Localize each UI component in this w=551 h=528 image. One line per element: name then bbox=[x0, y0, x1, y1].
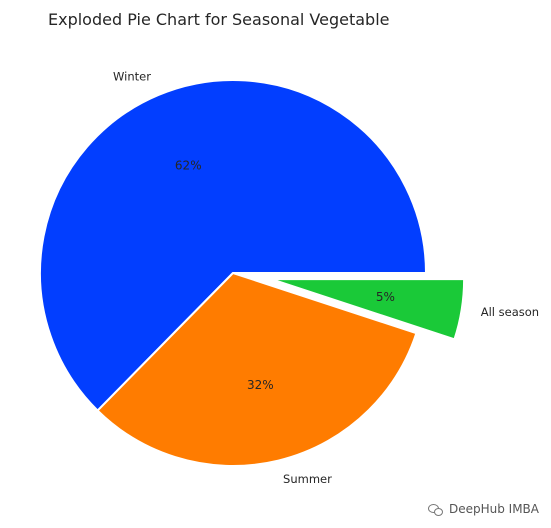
slice-label-all-season: All season bbox=[481, 305, 539, 319]
pct-label-summer: 32% bbox=[247, 378, 274, 392]
pct-label-all-season: 5% bbox=[376, 290, 395, 304]
wechat-icon bbox=[427, 503, 443, 516]
pct-label-winter: 62% bbox=[175, 159, 202, 173]
chart-title: Exploded Pie Chart for Seasonal Vegetabl… bbox=[48, 10, 390, 29]
watermark-text: DeepHub IMBA bbox=[448, 502, 539, 516]
pie-slice-all-season bbox=[270, 278, 466, 341]
pie-slice-summer bbox=[96, 272, 418, 467]
slice-label-winter: Winter bbox=[113, 70, 151, 84]
slice-label-summer: Summer bbox=[283, 472, 332, 486]
watermark: DeepHub IMBA bbox=[427, 502, 539, 516]
pie-slice-winter bbox=[39, 79, 427, 412]
